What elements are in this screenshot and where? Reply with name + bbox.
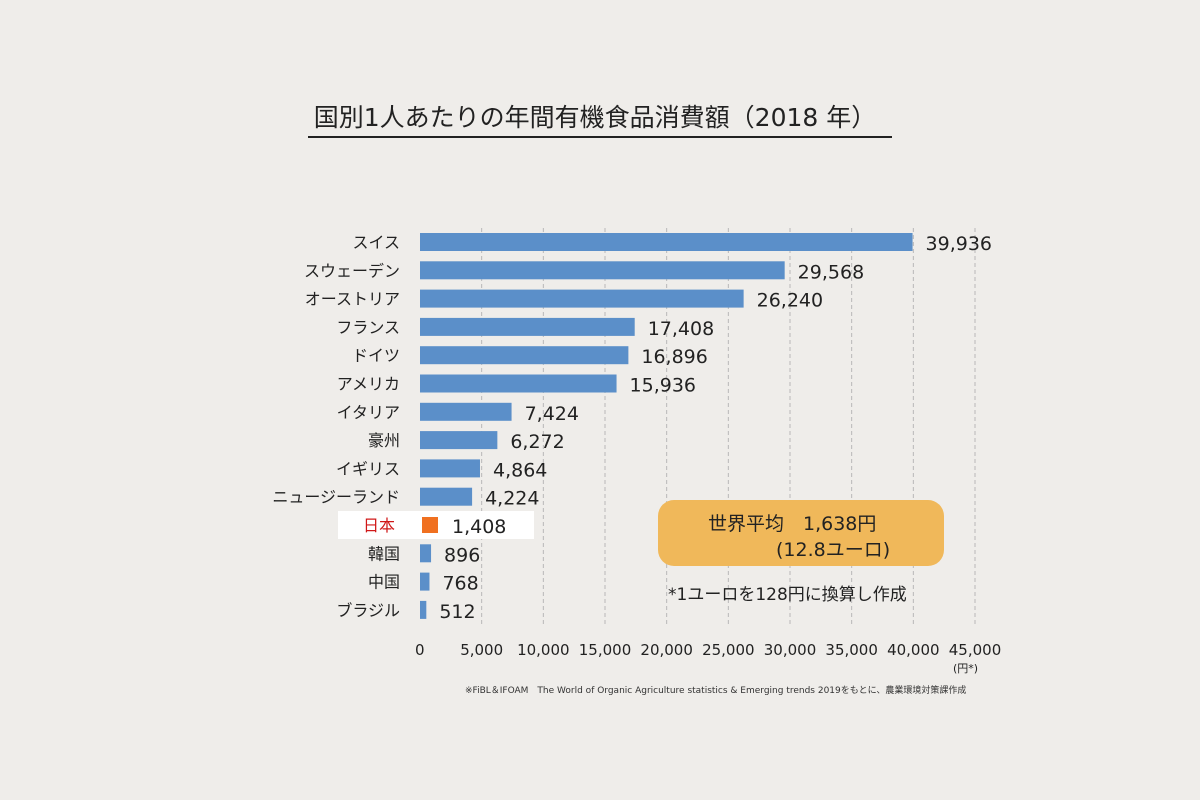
bar: [420, 402, 512, 421]
data-label: 6,272: [510, 431, 564, 453]
data-label: 4,864: [493, 459, 547, 481]
category-label: 中国: [368, 573, 400, 592]
bar: [420, 346, 629, 365]
bar: [420, 572, 430, 591]
bar: [420, 600, 427, 619]
x-tick-label: 30,000: [764, 641, 817, 659]
conversion-note: *1ユーロを128円に換算し作成: [668, 585, 907, 605]
category-label: ニュージーランド: [272, 488, 400, 507]
data-label: 26,240: [757, 290, 823, 312]
data-label: 896: [444, 544, 480, 566]
bar: [420, 289, 744, 308]
chart-title: 国別1人あたりの年間有機食品消費額（2018 年）: [0, 98, 1200, 138]
x-tick-label: 40,000: [887, 641, 940, 659]
data-label: 29,568: [798, 261, 864, 283]
world-average-box: 世界平均 1,638円 (12.8ユーロ): [658, 500, 944, 566]
world-average-yen: 世界平均 1,638円: [708, 513, 877, 535]
data-label: 512: [439, 601, 475, 623]
x-tick-label: 15,000: [579, 641, 632, 659]
category-label: 韓国: [368, 544, 400, 563]
category-label: アメリカ: [337, 375, 400, 394]
category-label: スウェーデン: [304, 261, 400, 280]
bar: [420, 487, 473, 506]
x-tick-label: 35,000: [825, 641, 878, 659]
data-label: 7,424: [525, 403, 579, 425]
category-label: イタリア: [337, 403, 400, 422]
x-tick-label: 20,000: [640, 641, 693, 659]
bar: [420, 317, 635, 336]
category-label: スイス: [352, 233, 400, 252]
x-axis-unit: (円*): [953, 662, 979, 675]
bar: [420, 374, 617, 393]
data-label: 4,224: [485, 488, 539, 510]
category-label: フランス: [336, 318, 400, 337]
category-label: ドイツ: [352, 346, 400, 365]
x-tick-label: 45,000: [949, 641, 1002, 659]
bar: [420, 431, 498, 450]
x-tick-label: 25,000: [702, 641, 755, 659]
bar: [420, 261, 785, 280]
bar: [420, 544, 432, 563]
world-average-euro: (12.8ユーロ): [776, 539, 891, 561]
category-label: ブラジル: [336, 601, 400, 620]
data-label: 16,896: [641, 346, 707, 368]
data-label: 768: [442, 573, 478, 595]
x-tick-label: 5,000: [460, 641, 503, 659]
category-label: 豪州: [368, 431, 400, 450]
x-tick-label: 10,000: [517, 641, 570, 659]
data-label: 1,408: [452, 516, 506, 538]
category-label: イギリス: [336, 459, 400, 478]
bar: [422, 517, 438, 533]
bar: [420, 459, 480, 478]
bar: [420, 233, 913, 251]
data-label: 39,936: [926, 233, 992, 255]
data-label: 17,408: [648, 318, 714, 340]
category-label: オーストリア: [305, 290, 400, 309]
category-label: 日本: [363, 516, 395, 535]
data-label: 15,936: [630, 375, 696, 397]
x-tick-label: 0: [415, 641, 425, 659]
chart-title-text: 国別1人あたりの年間有機食品消費額（2018 年）: [307, 103, 893, 138]
source-note: ※FiBL＆IFOAM The World of Organic Agricul…: [465, 686, 967, 696]
